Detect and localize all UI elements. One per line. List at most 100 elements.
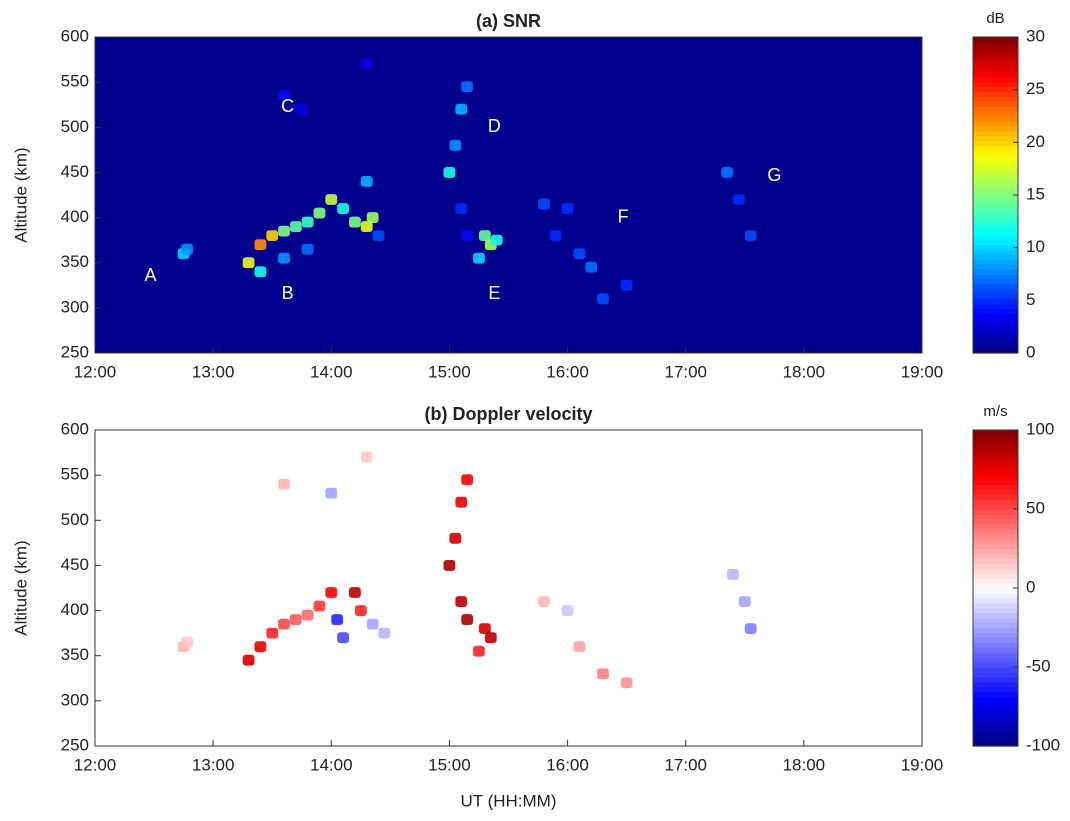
colorbar-step [973,657,1018,663]
colorbar-step [973,612,1018,619]
heat-cell [461,474,474,486]
annotation: B [282,283,294,303]
heat-cell [360,58,373,70]
colorbar-step [973,711,1018,717]
heat-cell [738,596,751,607]
colorbar-step [973,632,1018,638]
colorbar-step [973,303,1018,310]
heat-cell [744,623,757,635]
colorbar-step [973,523,1018,530]
y-tick-label: 400 [61,207,89,226]
annotation: D [488,116,501,136]
x-tick-label: 12:00 [74,755,117,774]
heat-cell [278,478,290,490]
colorbar-tick-label: 30 [1026,26,1045,45]
heat-cell [455,203,468,214]
colorbar-tick-label: 0 [1026,342,1035,361]
colorbar-step [973,214,1018,221]
heat-cell [301,243,314,255]
colorbar-step [973,553,1018,559]
heat-cell [254,239,267,251]
heat-cell [325,587,338,598]
heat-cell [360,176,373,187]
colorbar-step [973,234,1018,241]
colorbar-step [973,509,1018,515]
colorbar-step [973,180,1018,186]
heat-cell [378,627,391,639]
colorbar-step [973,51,1018,58]
heat-cell [289,221,302,233]
heat-cell [278,225,290,237]
heat-cell [443,167,456,178]
heat-cell [360,451,373,463]
x-tick-label: 17:00 [664,755,707,774]
y-axis-label: Altitude (km) [11,147,30,242]
y-tick-label: 550 [61,465,89,484]
heat-cell [484,632,497,644]
colorbar-step [973,338,1018,344]
heat-cell [538,198,550,210]
heat-cell [349,216,361,228]
colorbar-tick-label: 15 [1026,184,1045,203]
colorbar-step [973,298,1018,305]
colorbar-step [973,348,1018,354]
plot-frame [94,429,923,747]
colorbar-step [973,548,1018,555]
heat-cell [473,252,485,264]
colorbar-step [973,116,1018,122]
colorbar-tick-label: 20 [1026,132,1045,151]
heat-cell [461,614,474,626]
colorbar-label: m/s [983,403,1007,420]
colorbar-step [973,454,1018,461]
colorbar-step [973,617,1018,624]
heat-cell [561,605,574,616]
colorbar-step [973,120,1018,127]
colorbar-step [973,667,1018,673]
colorbar-step [973,459,1018,466]
heat-cell [538,596,550,607]
colorbar-step [973,170,1018,176]
x-tick-label: 14:00 [310,755,353,774]
colorbar-step [973,81,1018,87]
colorbar-step [973,61,1018,68]
colorbar-step [973,278,1018,285]
x-axis-label: UT (HH:MM) [461,791,557,810]
colorbar-step [973,145,1018,152]
heat-cell [573,248,586,260]
x-tick-label: 18:00 [783,755,826,774]
colorbar-step [973,56,1018,63]
colorbar-tick-label: 100 [1026,419,1054,438]
colorbar-step [973,111,1018,117]
heat-cell [301,216,314,228]
colorbar-step [973,224,1018,231]
colorbar-step [973,671,1018,678]
colorbar-step [973,578,1018,584]
annotation: C [281,96,294,116]
colorbar-step [973,731,1018,737]
colorbar-step [973,662,1018,668]
colorbar-step [973,190,1018,196]
heat-cell [461,81,474,93]
heat-cell [473,645,485,657]
colorbar-step [973,676,1018,683]
colorbar-step [973,125,1018,132]
heat-cell [278,90,290,102]
heat-cell [443,560,456,571]
heat-cell [325,194,338,205]
heat-cell [461,230,474,242]
colorbar-step [973,76,1018,83]
colorbar-step [973,293,1018,300]
y-tick-label: 600 [61,419,89,438]
colorbar-step [973,474,1018,480]
heat-cell [254,266,267,278]
colorbar-step [973,308,1018,315]
colorbar-step [973,592,1018,599]
x-tick-label: 18:00 [783,362,826,381]
colorbar-tick-label: 0 [1026,577,1035,596]
colorbar-step [973,696,1018,703]
heat-cell [561,203,574,214]
heat-cell [331,614,344,626]
x-tick-label: 16:00 [546,755,589,774]
heat-cell [449,139,462,151]
colorbar-step [973,494,1018,500]
